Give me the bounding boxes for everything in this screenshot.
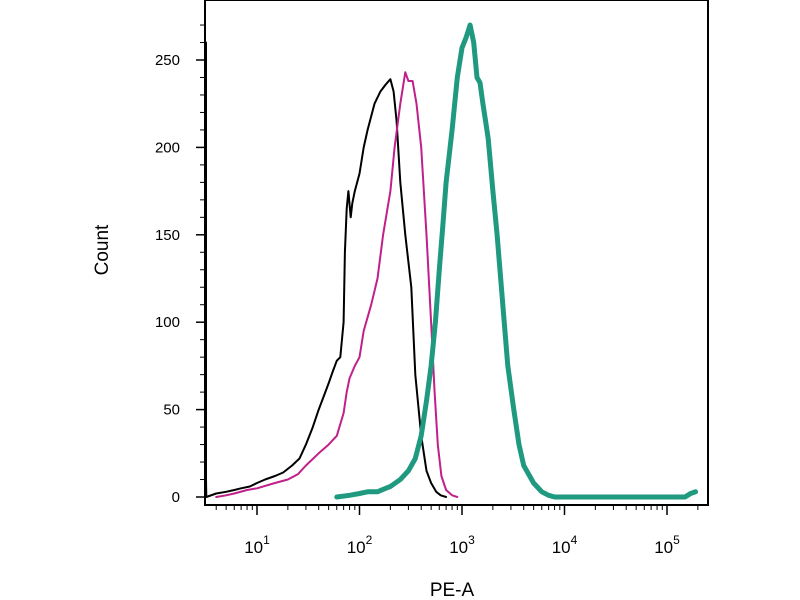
y-tick-label: 200 xyxy=(155,139,180,156)
histogram-series-3 xyxy=(334,22,699,500)
x-axis-title: PE-A xyxy=(430,580,475,600)
histogram-series-1 xyxy=(205,41,448,498)
x-tick-label: 105 xyxy=(654,533,680,557)
y-tick-label: 0 xyxy=(172,489,180,506)
series-layer xyxy=(205,22,699,500)
x-tick-label: 104 xyxy=(552,533,578,557)
y-tick-label: 50 xyxy=(163,402,180,419)
x-axis-ticks: 101 102 103 104 105 xyxy=(244,505,680,557)
y-tick-label: 250 xyxy=(155,52,180,69)
y-tick-label: 100 xyxy=(155,314,180,331)
x-tick-label: 103 xyxy=(449,533,475,557)
x-minor-ticks xyxy=(215,505,699,510)
histogram-series-2 xyxy=(215,71,459,498)
y-minor-ticks xyxy=(200,24,205,481)
y-axis-ticks: 0 50 100 150 200 250 xyxy=(155,52,205,506)
x-tick-label: 101 xyxy=(244,533,270,557)
y-tick-label: 150 xyxy=(155,227,180,244)
x-tick-label: 102 xyxy=(347,533,373,557)
y-axis-title: Count xyxy=(92,224,113,275)
